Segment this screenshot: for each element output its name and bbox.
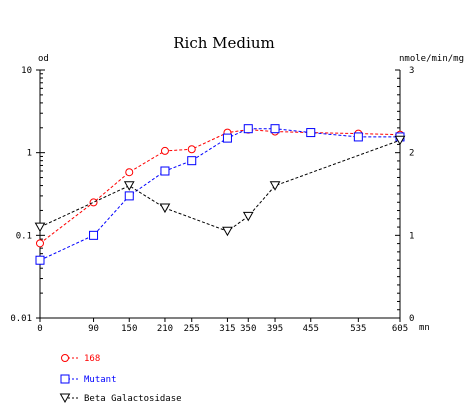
data-point-triangle bbox=[59, 393, 71, 404]
x-tick-label: 255 bbox=[184, 324, 200, 334]
data-point-square bbox=[222, 133, 232, 143]
series-2 bbox=[35, 124, 405, 265]
y-left-axis-label: od bbox=[38, 54, 49, 64]
series-1 bbox=[36, 125, 404, 248]
data-point-square bbox=[160, 166, 170, 176]
y-left-tick-label: 0.01 bbox=[10, 314, 32, 324]
series-line bbox=[39, 139, 401, 232]
data-point-triangle bbox=[34, 222, 46, 233]
legend: 168 Mutant Beta Galactosidase bbox=[59, 354, 182, 404]
x-tick-label: 150 bbox=[121, 324, 137, 334]
data-point-triangle bbox=[242, 211, 254, 222]
data-point-square bbox=[89, 230, 99, 240]
data-point-triangle bbox=[222, 226, 233, 237]
data-point-triangle bbox=[123, 181, 135, 191]
data-point-circle bbox=[187, 145, 196, 154]
data-point-square bbox=[353, 132, 363, 142]
chart-title: Rich Medium bbox=[173, 34, 274, 52]
x-tick-label: 90 bbox=[88, 324, 99, 334]
series-group bbox=[34, 124, 406, 265]
legend-item: Mutant bbox=[60, 374, 117, 385]
legend-label: Mutant bbox=[84, 375, 117, 385]
legend-label: Beta Galactosidase bbox=[84, 394, 182, 404]
x-tick-label: 210 bbox=[157, 324, 173, 334]
y-right-tick-label: 2 bbox=[409, 149, 414, 159]
y-right-axis-label: nmole/min/mg bbox=[399, 54, 464, 64]
x-tick-label: 535 bbox=[350, 324, 366, 334]
legend-item: Beta Galactosidase bbox=[59, 393, 182, 404]
series-line bbox=[39, 128, 400, 261]
legend-label: 168 bbox=[84, 354, 100, 364]
y-left-tick-label: 1 bbox=[27, 149, 32, 159]
y-right-tick-label: 1 bbox=[409, 231, 414, 241]
series-3 bbox=[34, 135, 406, 237]
data-point-circle bbox=[160, 146, 169, 155]
data-point-square bbox=[35, 255, 45, 265]
data-point-circle bbox=[36, 239, 44, 248]
y-right-tick-label: 3 bbox=[409, 66, 414, 76]
series-line bbox=[39, 129, 401, 244]
data-point-square bbox=[187, 156, 197, 166]
x-tick-label: 0 bbox=[37, 324, 42, 334]
data-point-circle bbox=[89, 198, 98, 207]
x-tick-label: 395 bbox=[267, 324, 283, 334]
y-right-tick-label: 0 bbox=[409, 314, 414, 324]
data-point-triangle bbox=[394, 135, 406, 146]
x-tick-label: 605 bbox=[392, 324, 408, 334]
data-point-square bbox=[124, 191, 134, 201]
x-tick-label: 350 bbox=[240, 324, 256, 334]
data-point-circle bbox=[61, 354, 69, 362]
data-point-triangle bbox=[269, 181, 281, 191]
data-point-square bbox=[306, 128, 316, 138]
data-point-triangle bbox=[159, 203, 171, 214]
data-point-square bbox=[60, 374, 70, 384]
legend-item: 168 bbox=[61, 354, 100, 364]
x-tick-label: 455 bbox=[303, 324, 319, 334]
data-point-circle bbox=[125, 168, 134, 177]
y-left-tick-label: 0.1 bbox=[16, 231, 32, 241]
data-point-square bbox=[243, 124, 253, 134]
x-axis-unit-label: mn bbox=[419, 323, 430, 333]
y-left-tick-label: 10 bbox=[21, 66, 32, 76]
x-tick-label: 315 bbox=[219, 324, 235, 334]
data-point-square bbox=[270, 124, 280, 134]
